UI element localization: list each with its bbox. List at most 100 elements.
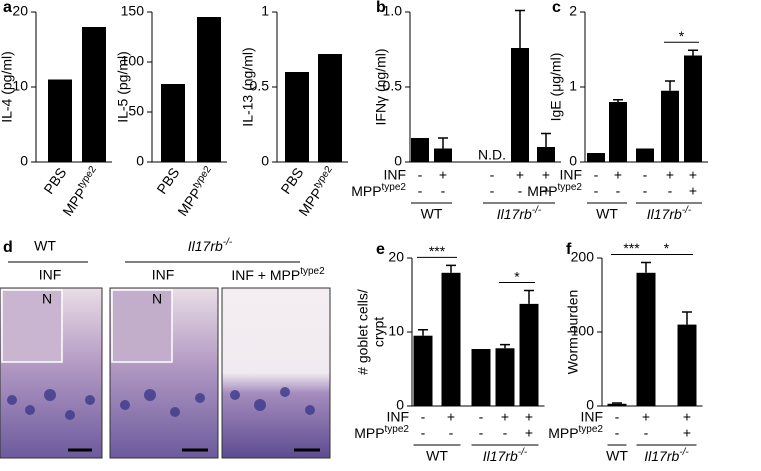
bar	[677, 324, 697, 406]
row-sign: +	[642, 409, 650, 425]
row-sign: +	[439, 167, 447, 183]
label: Il17rb	[497, 206, 532, 222]
bar	[661, 90, 679, 162]
row-sign: +	[516, 167, 524, 183]
group-label: Il17rb-/-	[188, 237, 233, 254]
row-sign: +	[542, 183, 550, 199]
y-axis-label: crypt	[371, 317, 387, 347]
bar	[413, 335, 433, 406]
label: Il17rb	[644, 448, 679, 464]
error-bar	[612, 402, 622, 404]
superscript: type2	[311, 164, 334, 191]
error-bar	[418, 329, 428, 336]
row-sign: -	[616, 183, 621, 199]
label: INF + MPP	[231, 267, 300, 283]
y-tick-label: 2	[569, 3, 577, 19]
superscript: type2	[382, 182, 407, 193]
row-sign: -	[490, 167, 495, 183]
row-sign: +	[501, 409, 509, 425]
error-bar	[515, 9, 525, 48]
superscript: -/-	[679, 447, 689, 458]
error-bar	[524, 289, 534, 304]
group-label: WT	[34, 238, 56, 254]
error-bar	[688, 49, 698, 56]
row-sign: +	[447, 409, 455, 425]
bar	[197, 17, 221, 162]
row-sign: +	[689, 167, 697, 183]
row-sign: -	[518, 183, 523, 199]
row-sign: -	[418, 167, 423, 183]
y-tick-label: 50	[128, 103, 144, 119]
row-sign: +	[525, 425, 533, 441]
bar	[441, 272, 461, 406]
error-bar	[500, 343, 510, 349]
row-label: MPPtype2	[548, 424, 603, 441]
row-sign: +	[689, 183, 697, 199]
row-label: INF	[383, 167, 406, 183]
row-label: MPPtype2	[527, 182, 582, 199]
y-tick-label: 200	[571, 249, 595, 265]
histology-image	[221, 287, 331, 459]
significance-label: ***	[429, 243, 446, 259]
row-label: MPPtype2	[354, 424, 409, 441]
y-axis-label: IL-5 (pg/ml)	[115, 51, 131, 123]
y-tick-label: 0.5	[383, 78, 403, 94]
panel-letter: c	[552, 0, 561, 16]
label: Il17rb	[647, 206, 682, 222]
error-bar	[641, 261, 651, 273]
inset-label: N	[152, 291, 162, 307]
row-sign: -	[441, 183, 446, 199]
y-axis-label: Worm burden	[565, 290, 581, 375]
bar	[82, 27, 106, 162]
y-tick-label: 0	[569, 153, 577, 169]
row-label: INF	[580, 409, 603, 425]
superscript: type2	[579, 424, 604, 435]
row-label: INF	[386, 409, 409, 425]
bar	[519, 303, 539, 406]
bar	[607, 403, 627, 406]
y-axis-label: IFNγ (ng/ml)	[373, 49, 389, 126]
row-sign: -	[643, 183, 648, 199]
label: MPP	[548, 425, 578, 441]
group-label: Il17rb-/-	[483, 447, 528, 464]
row-sign: -	[449, 425, 454, 441]
error-bar	[541, 132, 551, 147]
group-label: WT	[426, 448, 448, 464]
row-sign: -	[421, 409, 426, 425]
row-sign: -	[615, 425, 620, 441]
condition-label: INF	[152, 267, 175, 283]
panel-letter: f	[566, 241, 572, 258]
row-sign: -	[644, 425, 649, 441]
error-bar	[682, 311, 692, 325]
row-sign: +	[525, 409, 533, 425]
y-tick-label: 0	[586, 397, 594, 413]
row-label: MPPtype2	[351, 182, 406, 199]
superscript: -/-	[532, 205, 542, 216]
row-sign: +	[614, 167, 622, 183]
label: MPP	[354, 425, 384, 441]
superscript: type2	[190, 164, 213, 191]
row-sign: +	[683, 409, 691, 425]
error-bar	[438, 137, 448, 149]
group-label: WT	[606, 448, 628, 464]
y-tick-label: 0	[394, 153, 402, 169]
y-tick-label: 0	[396, 397, 404, 413]
label: Il17rb	[483, 448, 518, 464]
y-tick-label: 1	[569, 78, 577, 94]
label: Il17rb	[188, 238, 223, 254]
y-tick-label: 0.5	[250, 78, 270, 94]
y-tick-label: 0	[261, 153, 269, 169]
bar	[48, 79, 72, 162]
y-tick-label: 100	[121, 53, 145, 69]
group-label: Il17rb-/-	[497, 205, 542, 222]
inset	[1, 289, 63, 363]
nuclei	[7, 387, 315, 420]
y-tick-label: 1	[261, 3, 269, 19]
superscript: type2	[558, 182, 583, 193]
bar	[511, 48, 529, 162]
y-tick-label: 100	[571, 323, 595, 339]
bar	[318, 54, 342, 162]
panel-letter: e	[376, 241, 385, 258]
error-bar	[665, 80, 675, 91]
group-label: WT	[421, 206, 443, 222]
